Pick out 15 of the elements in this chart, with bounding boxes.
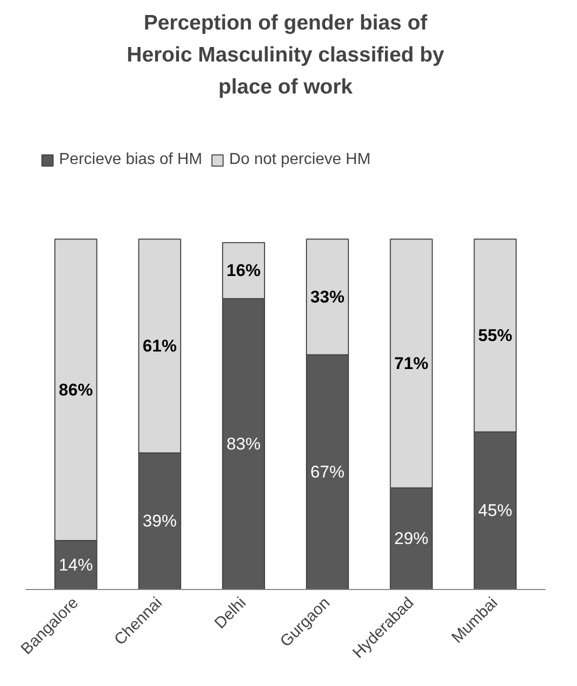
data-label: 14% [58,555,93,574]
data-label: 83% [226,434,261,454]
data-label: 86% [58,380,93,400]
data-label: 29% [394,529,428,548]
data-label: 39% [142,512,177,531]
data-label: 71% [394,354,428,373]
data-label: 55% [478,326,512,345]
data-label: 61% [142,336,177,356]
data-label: 16% [226,261,261,280]
data-label: 33% [310,287,344,306]
legend-label: Do not percieve HM [229,151,371,169]
data-label: 45% [478,501,512,520]
chart-title: Perception of gender bias of Heroic Masculinity classified by place of work [126,12,445,98]
legend-label: Percieve bias of HM [59,151,202,169]
data-label: 67% [310,462,344,482]
